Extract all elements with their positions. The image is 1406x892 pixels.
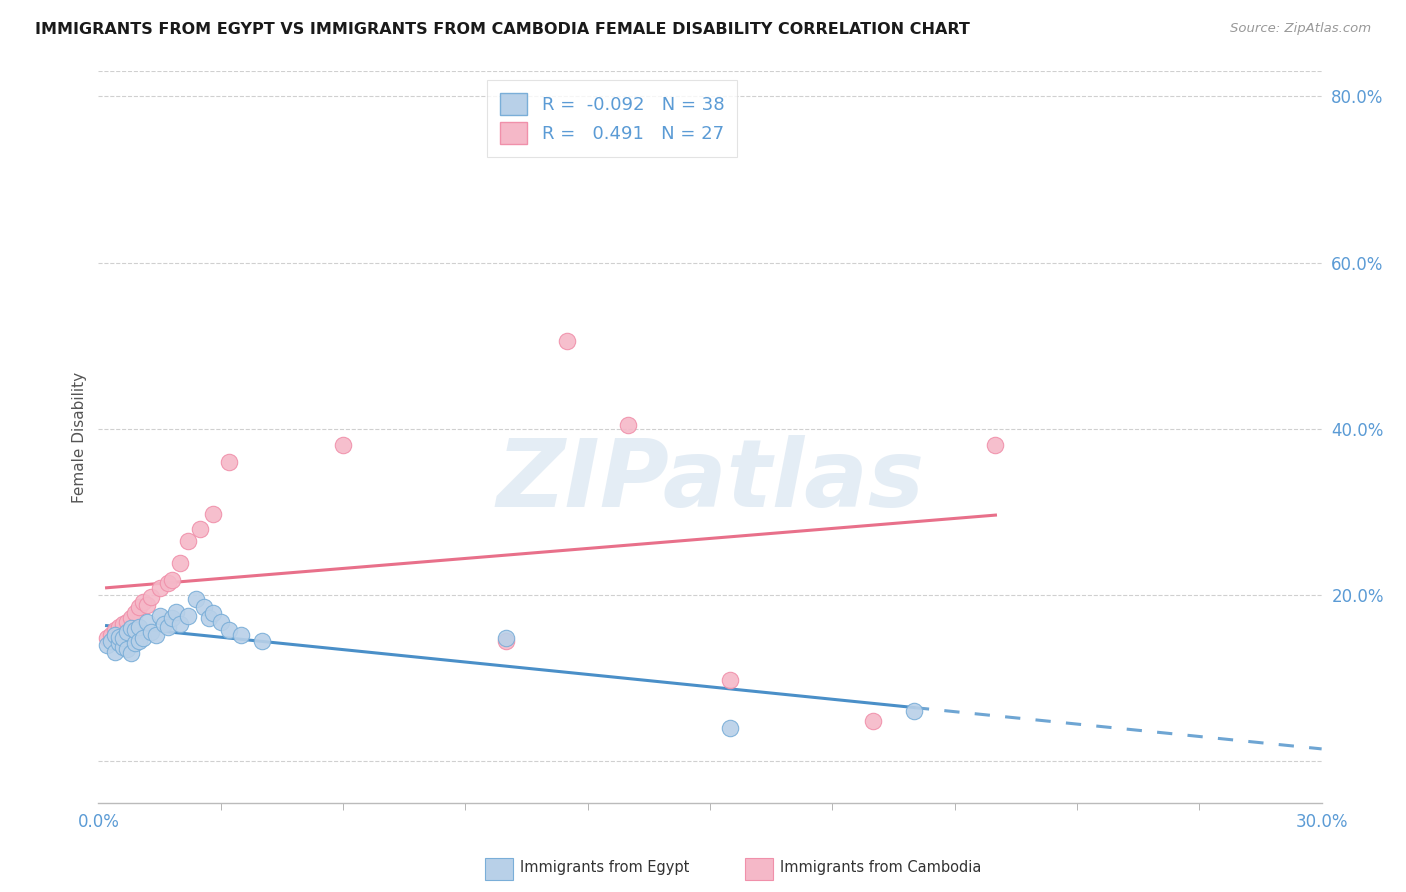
Text: ZIPatlas: ZIPatlas: [496, 435, 924, 527]
Point: [862, 714, 884, 729]
Point: [120, 621, 142, 635]
Point: [197, 611, 219, 625]
Point: [149, 608, 172, 623]
Text: Immigrants from Egypt: Immigrants from Egypt: [520, 860, 689, 874]
Point: [557, 334, 579, 349]
Point: [128, 619, 150, 633]
Point: [209, 615, 232, 629]
Point: [169, 617, 191, 632]
Point: [617, 417, 640, 432]
Point: [201, 507, 224, 521]
Point: [120, 646, 142, 660]
Point: [188, 521, 212, 535]
Point: [128, 633, 150, 648]
Point: [495, 632, 517, 646]
Point: [152, 617, 174, 632]
Point: [201, 607, 224, 621]
Point: [145, 628, 167, 642]
Point: [160, 573, 183, 587]
Point: [96, 638, 118, 652]
Point: [115, 615, 138, 629]
Y-axis label: Female Disability: Female Disability: [72, 371, 87, 503]
Point: [141, 590, 163, 604]
Point: [984, 438, 1007, 452]
Point: [124, 607, 146, 621]
Point: [108, 630, 131, 644]
Text: Immigrants from Cambodia: Immigrants from Cambodia: [780, 860, 981, 874]
Point: [124, 636, 146, 650]
Point: [115, 625, 138, 640]
Point: [165, 605, 187, 619]
Point: [193, 600, 215, 615]
Point: [120, 611, 142, 625]
Point: [495, 633, 517, 648]
Point: [136, 615, 159, 629]
Point: [128, 600, 150, 615]
Point: [218, 455, 240, 469]
Point: [104, 628, 127, 642]
Text: IMMIGRANTS FROM EGYPT VS IMMIGRANTS FROM CAMBODIA FEMALE DISABILITY CORRELATION : IMMIGRANTS FROM EGYPT VS IMMIGRANTS FROM…: [35, 22, 970, 37]
Point: [903, 705, 925, 719]
Point: [177, 533, 200, 548]
Text: Source: ZipAtlas.com: Source: ZipAtlas.com: [1230, 22, 1371, 36]
Point: [104, 623, 127, 637]
Point: [108, 636, 131, 650]
Point: [132, 632, 155, 646]
Point: [115, 642, 138, 657]
Point: [111, 617, 134, 632]
Point: [124, 623, 146, 637]
Point: [231, 628, 253, 642]
Point: [332, 438, 354, 452]
Point: [156, 619, 179, 633]
Legend: R =  -0.092   N = 38, R =   0.491   N = 27: R = -0.092 N = 38, R = 0.491 N = 27: [488, 80, 737, 157]
Point: [104, 644, 127, 658]
Point: [720, 721, 742, 735]
Point: [250, 633, 273, 648]
Point: [132, 594, 155, 608]
Point: [156, 575, 179, 590]
Point: [149, 582, 172, 596]
Point: [177, 608, 200, 623]
Point: [111, 632, 134, 646]
Point: [111, 640, 134, 654]
Point: [100, 628, 122, 642]
Point: [108, 619, 131, 633]
Point: [136, 598, 159, 612]
Point: [141, 625, 163, 640]
Point: [160, 611, 183, 625]
Point: [720, 673, 742, 687]
Point: [218, 623, 240, 637]
Point: [186, 592, 208, 607]
Point: [96, 632, 118, 646]
Point: [100, 633, 122, 648]
Point: [169, 557, 191, 571]
